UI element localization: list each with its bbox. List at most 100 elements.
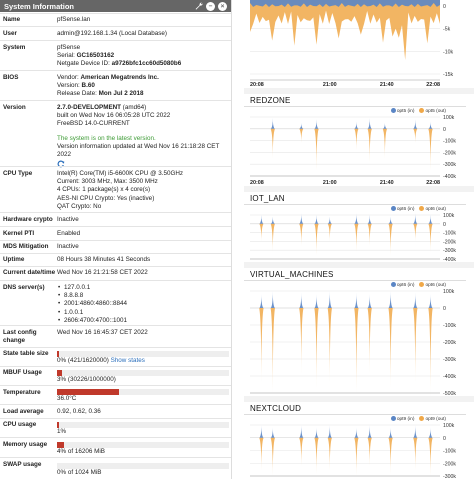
cpu-qat: QAT Crypto: No [57, 202, 102, 210]
graph-title-virtual-machines: VIRTUAL_MACHINES [250, 270, 334, 279]
in-spike [299, 292, 304, 308]
graph-title-redzone: REDZONE [250, 96, 291, 105]
wrench-icon[interactable] [194, 2, 203, 11]
out-spike [314, 128, 319, 171]
legend-out-dot [419, 108, 425, 113]
out-spike [270, 437, 275, 476]
minus-icon[interactable]: − [206, 1, 215, 11]
legend-in[interactable]: opt5 (in) [390, 108, 414, 114]
y-tick-label: -15k [443, 72, 453, 78]
row-dns: DNS server(s) 127.0.0.1 8.8.8.8 2001:486… [0, 280, 231, 325]
version-label: Version [3, 104, 26, 111]
traffic-graph-iot-lan: IOT_LAN opt6 (in) opt6 (out) 100k 0 -100k -… [244, 192, 466, 262]
dns-server: 2001:4860:4860::8844 [57, 300, 229, 308]
y-tick-label: 0 [443, 4, 446, 10]
state-label: State table size [3, 350, 49, 357]
cpu-type-value: Intel(R) Core(TM) i5-6600K CPU @ 3.50GHz… [57, 170, 229, 211]
dns-server: 1.0.0.1 [57, 309, 229, 317]
out-spike [388, 223, 393, 256]
legend-out[interactable]: opt9 (out) [419, 416, 446, 422]
legend-out[interactable]: opt6 (out) [419, 282, 446, 288]
dns-server: 127.0.0.1 [57, 284, 229, 292]
mbuf-bar [57, 370, 229, 376]
traffic-chart-iot-lan: 100k 0 -100k -200k -300k -400k [250, 213, 456, 262]
traffic-graph-top: 0 -5k -10k -15k 20:08 21:00 21:40 22:08 [244, 0, 466, 88]
legend-in[interactable]: opt6 (in) [390, 282, 414, 288]
out-spike [428, 437, 433, 476]
show-states-link[interactable]: Show states [110, 357, 145, 364]
version-built: built on Wed Nov 16 06:05:28 UTC 2022 [57, 112, 171, 120]
out-spike [367, 437, 372, 466]
in-spike [367, 215, 372, 224]
lastcfg-label: Last config change [3, 329, 37, 344]
vendor-label: Vendor: [57, 74, 81, 81]
swap-value: 0% of 1024 MiB [57, 462, 229, 477]
in-spike [259, 425, 264, 438]
in-spike [382, 122, 387, 129]
mem-bar-fill [57, 442, 64, 448]
legend-in[interactable]: opt9 (in) [390, 416, 414, 422]
in-spike [388, 216, 393, 224]
cpu-aesni: AES-NI CPU Crypto: Yes (inactive) [57, 194, 155, 202]
out-spike [314, 223, 319, 256]
close-icon[interactable]: × [218, 1, 227, 11]
legend-out-label: opt9 (out) [425, 416, 446, 422]
y-tick-label: -300k [443, 248, 456, 254]
serial-label: Serial: [57, 52, 77, 60]
legend-out[interactable]: opt5 (out) [419, 108, 446, 114]
y-tick-label: -300k [443, 357, 456, 363]
temp-bar [57, 389, 229, 395]
in-spike [327, 291, 332, 308]
uptime-value: 08 Hours 38 Minutes 41 Seconds [57, 256, 151, 263]
legend-in-dot [390, 282, 396, 287]
in-spike [367, 425, 372, 438]
traffic-chart-virtual-machines: 100k 0 -100k -200k -300k -400k -500k [250, 289, 456, 396]
mds-value: Inactive [57, 243, 79, 250]
out-spike [428, 308, 433, 396]
hwcrypto-value: Inactive [57, 216, 79, 223]
legend: opt9 (in) opt9 (out) [390, 416, 446, 422]
uptime-label: Uptime [3, 256, 25, 263]
y-tick-label: -500k [443, 391, 456, 396]
version-status: The system is on the latest version. [57, 134, 156, 142]
traffic-chart-redzone: 100k 0 -100k -200k -300k -400k 20:08 21:00 21:40… [250, 115, 456, 186]
in-spike [413, 292, 418, 308]
bios-version: Version: B.60 [57, 82, 229, 90]
row-bios: BIOS Vendor: American Megatrends Inc. Ve… [0, 70, 231, 100]
legend-out-label: opt5 (out) [425, 108, 446, 114]
y-tick-label: -5k [443, 27, 451, 33]
y-tick-label: 100k [443, 213, 455, 219]
graph-title-divider [244, 414, 466, 415]
out-spike [413, 223, 418, 242]
bios-label: BIOS [3, 74, 19, 81]
panel-title: System Information [4, 1, 75, 11]
traffic-graphs-column: 0 -5k -10k -15k 20:08 21:00 21:40 22:08 REDZONE… [244, 0, 474, 479]
row-name: Name pfSense.lan [0, 13, 231, 26]
panel-gap [244, 262, 474, 268]
x-tick-label: 21:40 [380, 82, 394, 88]
mbuf-value: 3% (30226/1000000) [57, 369, 229, 384]
out-spike [413, 308, 418, 385]
state-value: 0% (421/1620000) Show states [57, 350, 229, 365]
out-area [250, 0, 440, 60]
in-spike [354, 121, 359, 129]
y-tick-label: 0 [443, 222, 446, 228]
legend: opt6 (in) opt6 (out) [390, 206, 446, 212]
in-spike [299, 122, 304, 129]
in-spike [270, 118, 275, 129]
load-value: 0.92, 0.62, 0.36 [57, 408, 101, 415]
cpu-freq: Current: 3003 MHz, Max: 3500 MHz [57, 178, 158, 186]
legend-in-label: opt6 (in) [396, 206, 415, 212]
y-tick-label: 100k [443, 423, 455, 429]
in-spike [388, 291, 393, 308]
row-user: User admin@192.168.1.34 (Local Database) [0, 26, 231, 40]
row-load: Load average 0.92, 0.62, 0.36 [0, 404, 231, 418]
y-tick-label: -300k [443, 162, 456, 168]
swap-bar [57, 463, 229, 469]
cpuuse-bar [57, 422, 229, 428]
legend-in[interactable]: opt6 (in) [390, 206, 415, 212]
state-text: 0% (421/1620000) [57, 357, 109, 364]
row-kernel-pti: Kernel PTI Enabled [0, 226, 231, 240]
out-spike [354, 128, 359, 151]
legend-out[interactable]: opt6 (out) [419, 206, 446, 212]
